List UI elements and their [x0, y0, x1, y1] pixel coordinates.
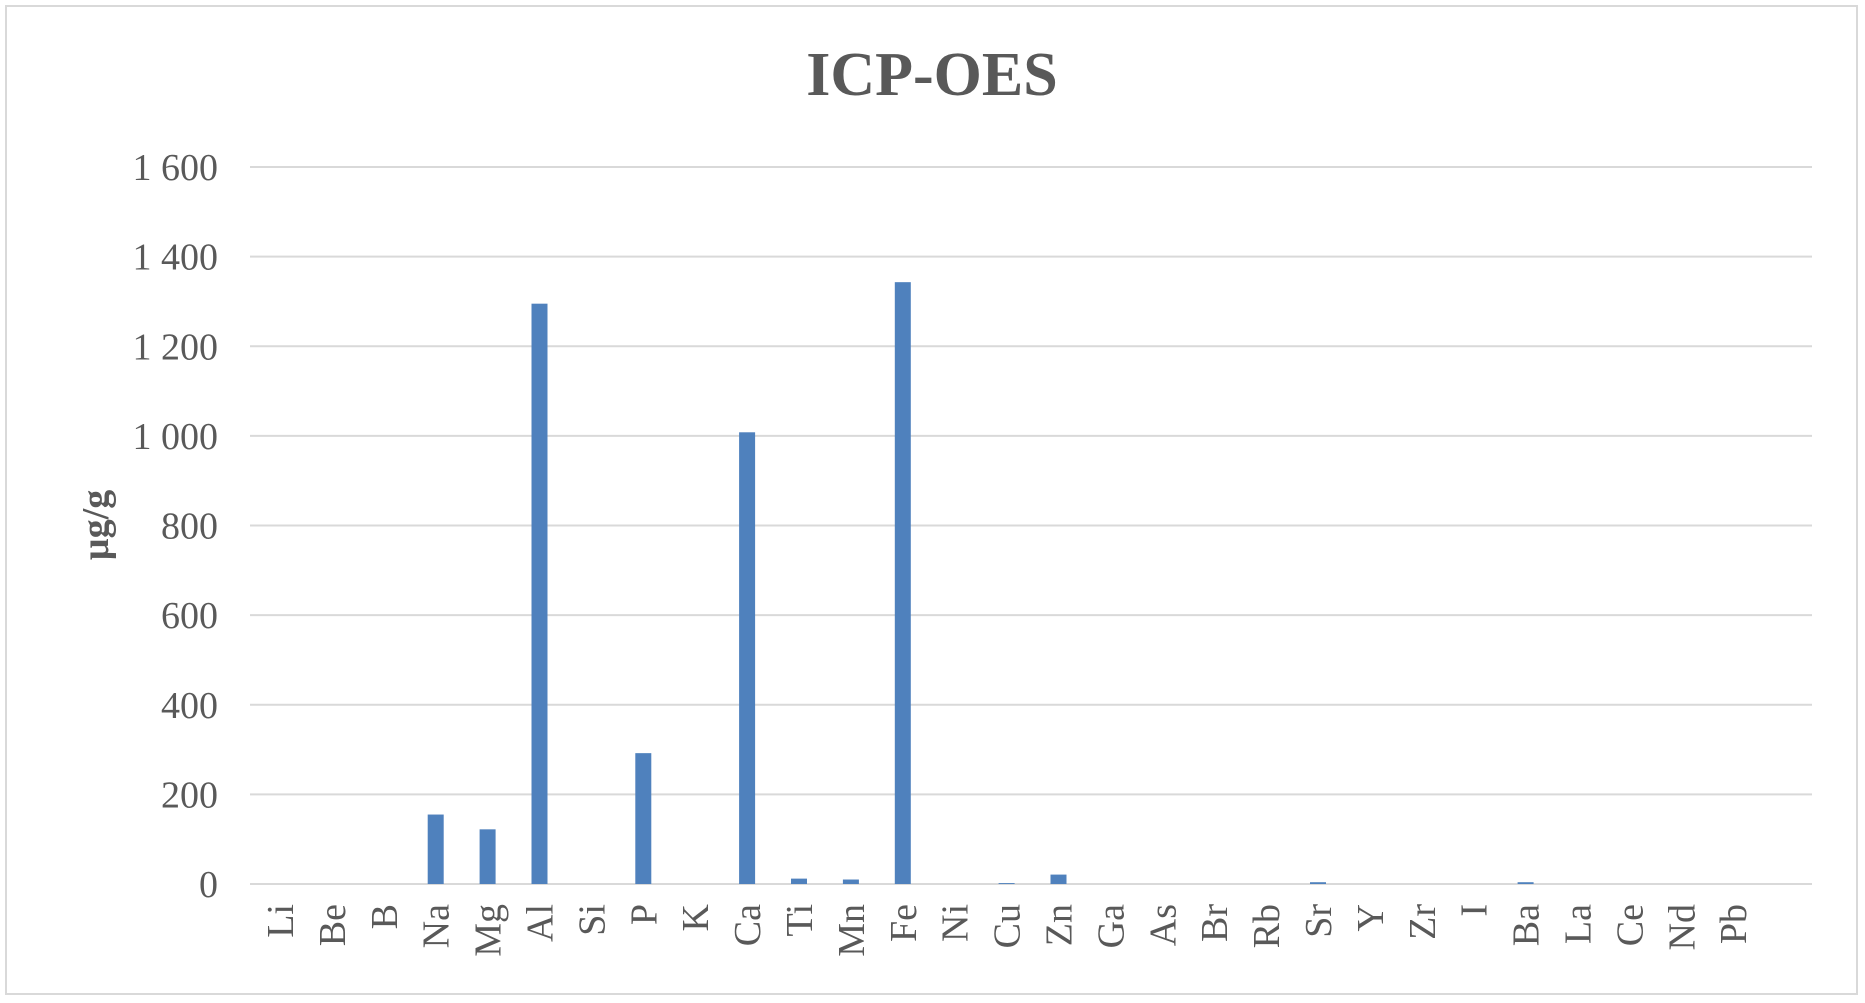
y-tick-label: 400 [161, 685, 218, 727]
x-tick-label: Li [260, 904, 302, 938]
x-tick-label: I [1454, 904, 1496, 917]
y-tick-label: 600 [161, 595, 218, 637]
x-tick-label: Ga [1090, 904, 1132, 948]
x-tick-label: Rb [1246, 904, 1288, 948]
x-tick-label: Zr [1402, 904, 1444, 940]
x-tick-label: Mg [468, 904, 510, 957]
x-tick-label: Sr [1298, 904, 1340, 938]
bar-fe [894, 282, 911, 885]
x-tick-label: B [364, 904, 406, 929]
x-tick-label: Cu [987, 904, 1029, 948]
x-tick-label: Mn [831, 904, 873, 957]
x-tick-label: Al [520, 904, 562, 942]
bar-ca [739, 432, 756, 884]
bar-zn [1050, 874, 1067, 884]
x-tick-label: Zn [1039, 904, 1081, 946]
x-tick-label: Pb [1713, 904, 1755, 944]
y-tick-label: 0 [199, 864, 218, 906]
bar-mg [479, 829, 496, 884]
x-tick-label: Ni [935, 904, 977, 942]
bar-mn [842, 879, 859, 884]
x-tick-label: Ce [1609, 904, 1651, 946]
x-tick-label: Ca [727, 904, 769, 946]
bar-al [531, 303, 548, 885]
bar-sr [1310, 882, 1326, 884]
bar-p [635, 753, 652, 884]
y-tick-label: 200 [161, 774, 218, 816]
y-tick-label: 1 000 [133, 416, 219, 458]
bars [427, 282, 1534, 885]
chart-title: ICP-OES [806, 41, 1057, 109]
bar-cu [998, 883, 1015, 884]
x-tick-label: Ba [1506, 904, 1548, 946]
y-tick-label: 1 400 [133, 237, 219, 279]
x-tick-label: Br [1194, 904, 1236, 942]
y-axis-ticks: 0 200 400 600 800 1 000 1 200 1 400 1 600 [133, 147, 219, 906]
x-tick-label: P [623, 904, 665, 925]
x-tick-label: Y [1350, 904, 1392, 931]
x-tick-label: Fe [883, 904, 925, 942]
x-tick-label: Si [571, 904, 613, 936]
gridlines [250, 166, 1812, 885]
x-tick-label: La [1558, 904, 1600, 944]
chart-frame [5, 5, 1858, 995]
x-tick-label: Ti [779, 904, 821, 936]
y-tick-label: 1 600 [133, 147, 219, 189]
x-axis-ticks: Li Be B Na Mg Al Si P K Ca Ti Mn Fe Ni Cu Zn Ga As Br Rb Sr Y… [260, 903, 1755, 956]
bar-ba [1517, 882, 1534, 884]
bar-na [427, 814, 444, 884]
x-tick-label: Be [312, 904, 354, 946]
x-tick-label: Nd [1661, 904, 1703, 950]
bar-ti [791, 878, 807, 884]
x-tick-label: K [675, 903, 717, 931]
x-tick-label: Na [416, 904, 458, 948]
x-tick-label: As [1142, 904, 1184, 946]
y-tick-label: 800 [161, 506, 218, 548]
y-axis-label: µg/g [75, 490, 117, 560]
y-tick-label: 1 200 [133, 326, 219, 368]
